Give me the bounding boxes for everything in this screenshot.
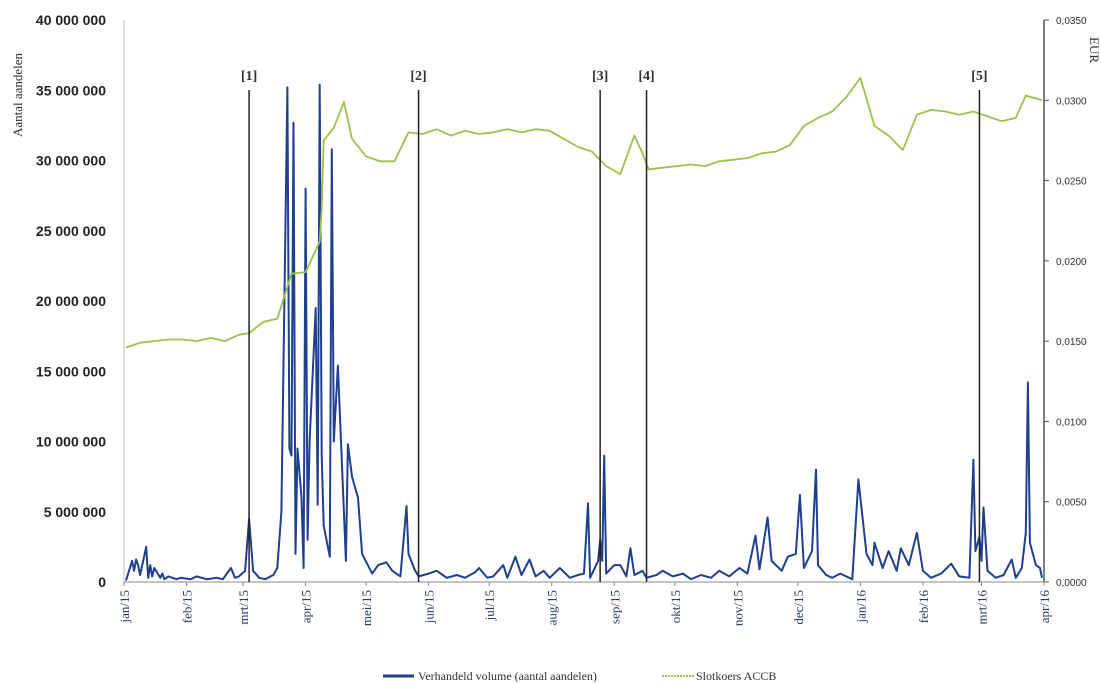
right-tick-label: 0,0000 [1056,578,1087,589]
x-tick-label: apr/15 [299,590,314,623]
left-tick-label: 15 000 000 [36,363,106,379]
left-tick-label: 10 000 000 [36,434,106,450]
left-tick-label: 0 [98,574,106,590]
x-tick-label: jan/15 [117,590,132,624]
legend-label-price: Slotkoers ACCB [696,669,776,683]
x-tick-label: mei/15 [359,590,374,626]
axes [123,20,1045,583]
event-marker-label: [1] [241,69,257,84]
right-tick-label: 0,0050 [1056,498,1087,509]
event-marker-label: [3] [592,69,608,84]
y-axis-label-left: Aantal aandelen [10,52,25,137]
series-line-volume [125,83,1043,581]
x-tick-label: feb/16 [916,590,931,624]
right-tick-label: 0,0150 [1056,337,1087,348]
right-tick-label: 0,0350 [1056,16,1087,27]
event-marker-label: [4] [638,69,654,84]
x-tick-label: nov/15 [730,590,745,626]
series-volume [125,83,1043,581]
x-tick-label: mrt/15 [236,590,251,625]
x-tick-label: okt/15 [668,590,683,623]
x-tick-label: aug/15 [545,590,560,625]
y-axis-label-right: EUR [1087,37,1101,63]
x-tick-label: jul/15 [482,590,497,621]
left-axis-ticks: 0 5 000 000 10 000 000 15 000 000 20 000 000… [36,12,106,590]
x-tick-label: sep/15 [607,590,622,624]
right-tick-label: 0,0300 [1056,96,1087,107]
event-marker-label: [2] [410,69,426,84]
legend: Verhandeld volume (aantal aandelen) Slot… [383,669,776,683]
event-markers: [1] [2] [3] [4] [5] [241,69,988,582]
x-tick-label: dec/15 [791,590,806,625]
event-marker-label: [5] [971,69,987,84]
x-tick-label: apr/16 [1037,590,1052,624]
x-tick-label: jan/16 [853,590,868,624]
legend-label-volume: Verhandeld volume (aantal aandelen) [418,669,597,683]
left-tick-label: 35 000 000 [36,82,106,98]
left-tick-label: 20 000 000 [36,293,106,309]
x-tick-label: jun/15 [422,590,437,624]
left-tick-label: 30 000 000 [36,153,106,169]
right-tick-label: 0,0100 [1056,417,1087,428]
series-price [125,76,1043,349]
x-axis-ticks: jan/15 feb/15 mrt/15 apr/15 mei/15 jun/15 jul/… [117,582,1052,626]
right-tick-label: 0,0200 [1056,257,1087,268]
x-tick-label: mrt/16 [974,590,989,625]
x-tick-label: feb/15 [180,590,195,623]
left-tick-label: 25 000 000 [36,223,106,239]
series-line-price [125,76,1043,349]
left-tick-label: 40 000 000 [36,12,106,28]
right-axis-ticks: 0,0000 0,0050 0,0100 0,0150 0,0200 0,0250 0,03… [1044,16,1087,589]
right-tick-label: 0,0250 [1056,177,1087,188]
left-tick-label: 5 000 000 [44,504,106,520]
